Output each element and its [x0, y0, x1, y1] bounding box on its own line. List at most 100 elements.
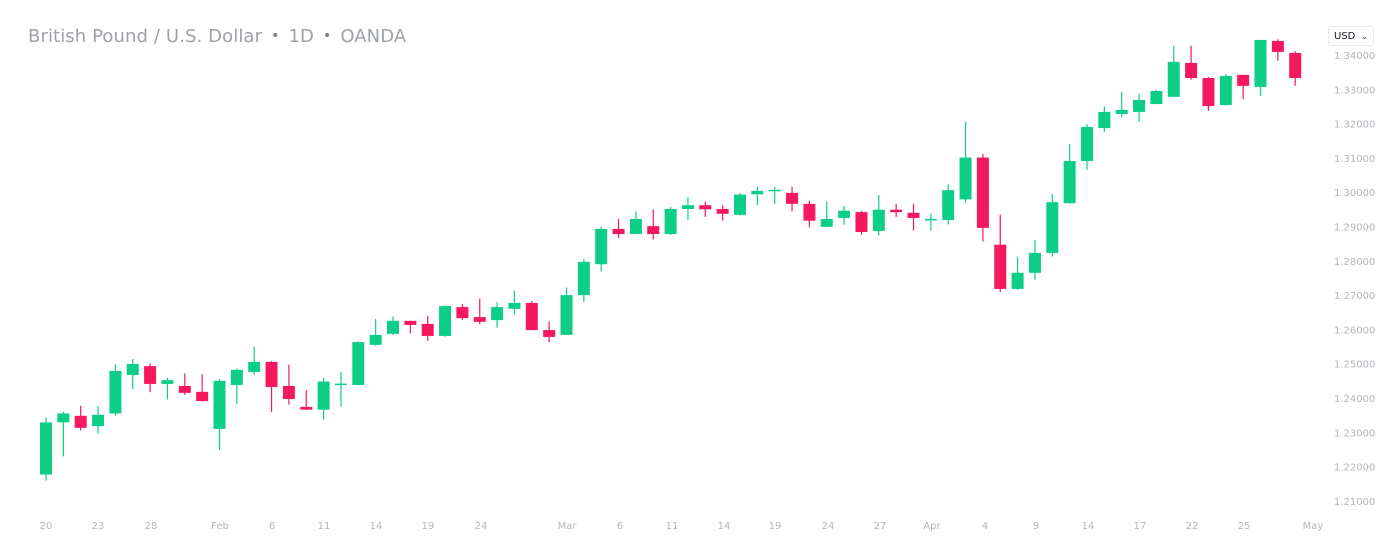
candle	[1237, 74, 1250, 100]
candle	[768, 186, 781, 204]
candle	[144, 363, 157, 393]
source-label: OANDA	[340, 26, 407, 47]
candle	[751, 186, 764, 205]
price-tick-label: 1.25000	[1334, 360, 1375, 371]
candle	[508, 290, 521, 315]
candle	[491, 302, 504, 328]
candle	[855, 211, 868, 235]
candle	[1046, 193, 1059, 257]
date-tick-label: 24	[822, 521, 835, 532]
candle	[369, 319, 382, 346]
date-tick-label: 11	[666, 521, 679, 532]
price-tick-label: 1.26000	[1334, 325, 1375, 336]
price-axis[interactable]: 1.34000 1.33000 1.32000 1.31000 1.30000 1.290…	[1334, 51, 1375, 508]
interval-label[interactable]: 1D	[288, 26, 314, 47]
price-tick-label: 1.33000	[1334, 85, 1375, 96]
date-tick-label: 4	[982, 521, 988, 532]
candle	[161, 377, 174, 400]
candle	[40, 417, 52, 481]
candle	[872, 194, 885, 236]
candle	[300, 390, 313, 411]
date-tick-label: May	[1303, 521, 1324, 532]
candle	[664, 206, 677, 236]
date-tick-label: 14	[718, 521, 731, 532]
currency-selector[interactable]: USD ⌄	[1328, 26, 1374, 46]
candle	[838, 205, 851, 225]
candle	[74, 405, 87, 431]
date-tick-label: 24	[475, 521, 488, 532]
candle	[942, 184, 955, 225]
candle	[976, 153, 989, 242]
price-tick-label: 1.28000	[1334, 257, 1375, 268]
candle	[1185, 45, 1198, 80]
candle	[994, 214, 1007, 293]
candle	[907, 203, 920, 231]
date-tick-label: 9	[1033, 521, 1039, 532]
chart-title: British Pound / U.S. Dollar • 1D • OANDA	[28, 26, 406, 47]
candle	[265, 360, 278, 413]
candle	[1081, 123, 1093, 170]
date-tick-label: 20	[40, 521, 53, 532]
separator-dot: •	[322, 28, 332, 44]
candle	[1219, 73, 1232, 106]
date-tick-label: 27	[874, 521, 887, 532]
price-tick-label: 1.24000	[1334, 394, 1375, 405]
candle	[92, 405, 105, 434]
date-tick-label: 19	[422, 521, 435, 532]
candle	[681, 197, 694, 220]
price-tick-label: 1.32000	[1334, 120, 1375, 131]
candle	[560, 287, 573, 335]
date-tick-label: Apr	[923, 521, 941, 532]
candle	[439, 305, 452, 337]
candle	[230, 368, 243, 404]
price-tick-label: 1.27000	[1334, 291, 1375, 302]
candle	[647, 209, 660, 240]
date-tick-label: 28	[145, 521, 158, 532]
candle	[924, 213, 937, 231]
candle	[282, 364, 295, 405]
date-tick-label: Mar	[558, 521, 578, 532]
time-axis[interactable]: 20 23 28 Feb 6 11 14 19 24 Mar 6 11 14 19 24 27 Apr 4 9 14 1…	[40, 521, 1324, 532]
date-tick-label: 17	[1134, 521, 1147, 532]
candle	[57, 411, 70, 457]
candle	[1271, 39, 1284, 61]
candle	[387, 316, 399, 335]
candle	[629, 211, 642, 235]
price-tick-label: 1.23000	[1334, 428, 1375, 439]
candle	[126, 358, 139, 390]
candle	[890, 203, 903, 217]
price-tick-label: 1.21000	[1334, 497, 1375, 508]
candle	[1254, 39, 1267, 97]
date-tick-label: 23	[92, 521, 105, 532]
date-tick-label: Feb	[211, 521, 229, 532]
separator-dot: •	[271, 28, 280, 44]
price-tick-label: 1.22000	[1334, 463, 1375, 474]
price-tick-label: 1.29000	[1334, 223, 1375, 234]
candle	[1289, 51, 1302, 86]
candle	[334, 372, 347, 407]
candle	[803, 200, 816, 228]
symbol-name: British Pound / U.S. Dollar	[28, 26, 263, 47]
candle	[959, 121, 972, 203]
candle	[178, 373, 191, 395]
candle	[404, 320, 417, 334]
candle	[1115, 91, 1128, 118]
currency-value: USD	[1334, 30, 1356, 42]
date-tick-label: 6	[617, 521, 623, 532]
candle	[577, 259, 590, 302]
chevron-down-icon: ⌄	[1361, 31, 1368, 41]
candle	[734, 192, 746, 216]
date-tick-label: 25	[1238, 521, 1251, 532]
candle	[1098, 106, 1111, 132]
price-tick-label: 1.30000	[1334, 188, 1375, 199]
candle	[1202, 76, 1215, 111]
candle	[1150, 89, 1163, 105]
candle	[213, 379, 226, 450]
candle	[543, 321, 556, 343]
candle	[612, 218, 625, 239]
date-tick-label: 6	[269, 521, 275, 532]
candle	[1133, 94, 1146, 122]
candles-layer	[40, 39, 1302, 481]
price-tick-label: 1.34000	[1334, 51, 1375, 62]
